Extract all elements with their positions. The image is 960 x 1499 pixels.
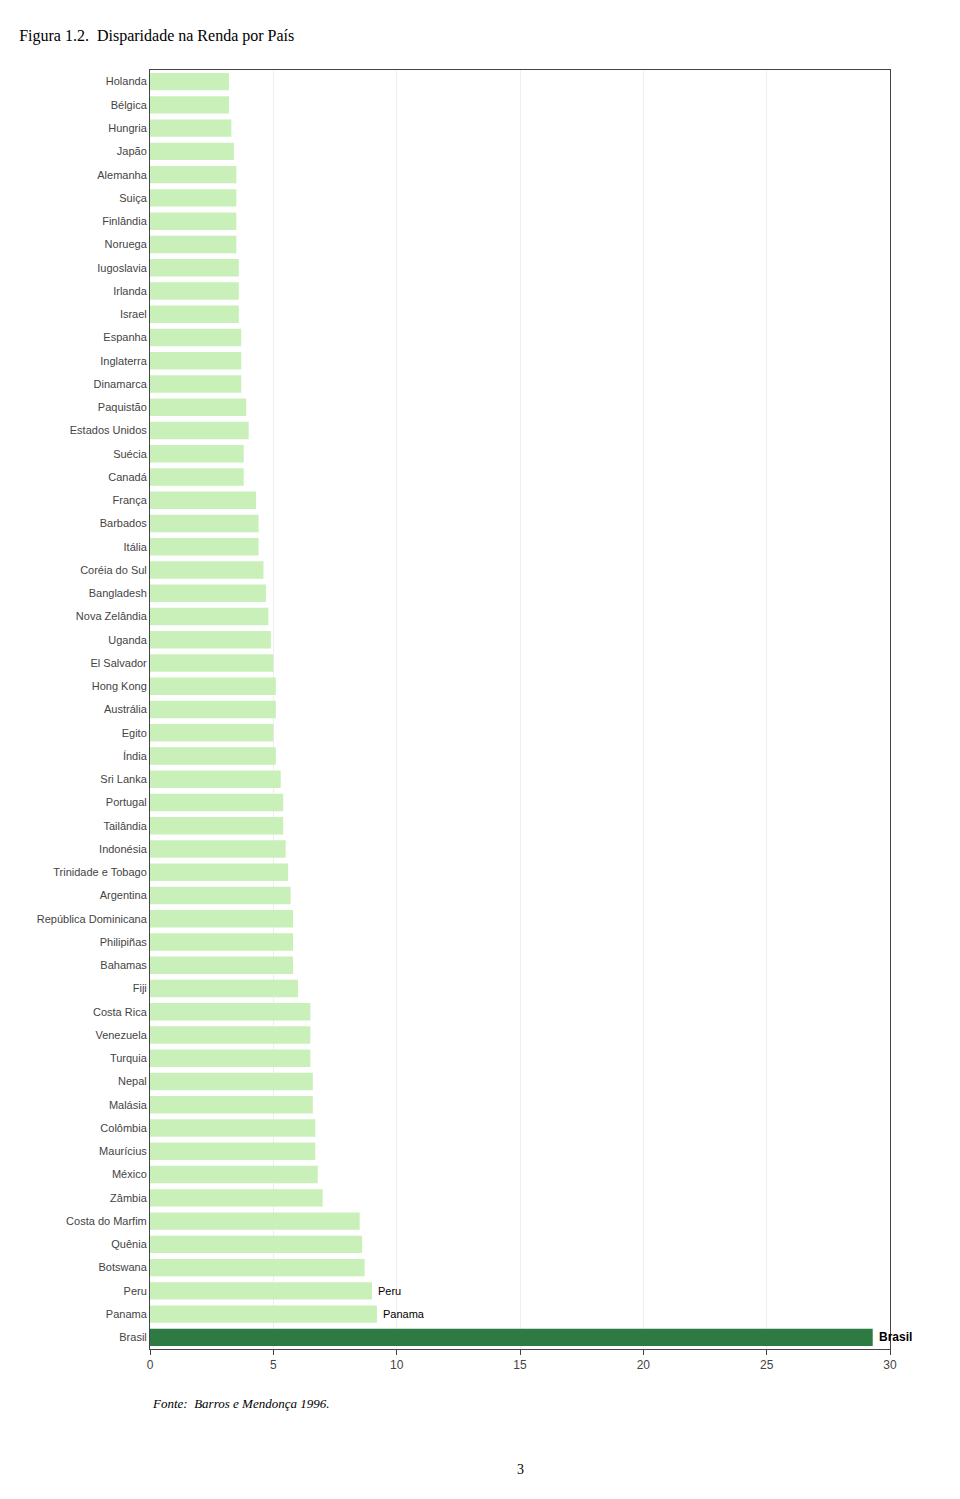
- svg-text:Panama: Panama: [383, 1308, 425, 1320]
- svg-text:Japão: Japão: [117, 145, 147, 157]
- svg-text:25: 25: [760, 1358, 774, 1372]
- svg-text:Brasil: Brasil: [879, 1330, 912, 1344]
- svg-text:Botswana: Botswana: [98, 1261, 147, 1273]
- svg-text:Quênia: Quênia: [111, 1238, 147, 1250]
- svg-text:Nova Zelândia: Nova Zelândia: [76, 610, 148, 622]
- svg-text:Bangladesh: Bangladesh: [89, 587, 147, 599]
- svg-text:Bélgica: Bélgica: [111, 99, 148, 111]
- svg-text:Suiça: Suiça: [119, 192, 147, 204]
- svg-text:Hong Kong: Hong Kong: [92, 680, 147, 692]
- svg-text:5: 5: [270, 1358, 277, 1372]
- svg-text:Costa do Marfim: Costa do Marfim: [66, 1215, 147, 1227]
- svg-text:Colômbia: Colômbia: [100, 1122, 147, 1134]
- svg-text:Nepal: Nepal: [118, 1075, 147, 1087]
- svg-text:0: 0: [147, 1358, 154, 1372]
- svg-text:Argentina: Argentina: [100, 889, 148, 901]
- svg-text:Figura 1.2. Disparidade na Re: Figura 1.2. Disparidade na Renda por Paí…: [19, 27, 294, 45]
- svg-text:20: 20: [637, 1358, 651, 1372]
- svg-text:Noruega: Noruega: [105, 238, 148, 250]
- svg-text:Trinidade e Tobago: Trinidade e Tobago: [53, 866, 147, 878]
- svg-text:Panama: Panama: [106, 1308, 148, 1320]
- svg-text:Fonte: Barros e Mendonça 1996: Fonte: Barros e Mendonça 1996.: [152, 1396, 329, 1411]
- svg-text:Alemanha: Alemanha: [97, 169, 147, 181]
- svg-text:Holanda: Holanda: [106, 75, 148, 87]
- svg-text:Índia: Índia: [123, 750, 148, 762]
- svg-text:Bahamas: Bahamas: [100, 959, 147, 971]
- svg-text:Turquia: Turquia: [110, 1052, 148, 1064]
- svg-text:Paquistão: Paquistão: [98, 401, 147, 413]
- svg-text:Peru: Peru: [378, 1285, 401, 1297]
- svg-text:Hungria: Hungria: [108, 122, 147, 134]
- svg-text:Finlândia: Finlândia: [102, 215, 148, 227]
- svg-text:México: México: [112, 1168, 147, 1180]
- svg-text:Egito: Egito: [122, 727, 147, 739]
- svg-text:Iugoslavia: Iugoslavia: [97, 262, 147, 274]
- svg-text:Austrália: Austrália: [104, 703, 148, 715]
- svg-text:Inglaterra: Inglaterra: [100, 355, 147, 367]
- svg-text:República Dominicana: República Dominicana: [37, 913, 148, 925]
- svg-text:Peru: Peru: [124, 1285, 147, 1297]
- svg-text:Venezuela: Venezuela: [95, 1029, 147, 1041]
- svg-text:Barbados: Barbados: [100, 517, 148, 529]
- svg-text:Suécia: Suécia: [113, 448, 148, 460]
- svg-text:Irlanda: Irlanda: [113, 285, 148, 297]
- svg-text:França: França: [113, 494, 148, 506]
- svg-text:Coréia do Sul: Coréia do Sul: [80, 564, 147, 576]
- svg-text:Brasil: Brasil: [119, 1331, 147, 1343]
- svg-text:Itália: Itália: [124, 541, 148, 553]
- svg-text:Uganda: Uganda: [108, 634, 147, 646]
- svg-text:Estados Unidos: Estados Unidos: [70, 424, 148, 436]
- svg-text:Tailândia: Tailândia: [103, 820, 147, 832]
- svg-text:3: 3: [517, 1462, 524, 1477]
- svg-text:Philipiñas: Philipiñas: [100, 936, 148, 948]
- svg-text:Portugal: Portugal: [106, 796, 147, 808]
- svg-text:15: 15: [513, 1358, 527, 1372]
- svg-text:Indonésia: Indonésia: [99, 843, 148, 855]
- svg-text:30: 30: [883, 1358, 897, 1372]
- svg-text:El Salvador: El Salvador: [91, 657, 148, 669]
- svg-text:Israel: Israel: [120, 308, 147, 320]
- svg-text:Maurícius: Maurícius: [99, 1145, 147, 1157]
- svg-text:Costa Rica: Costa Rica: [93, 1006, 148, 1018]
- svg-text:Malásia: Malásia: [109, 1099, 148, 1111]
- svg-text:Canadá: Canadá: [108, 471, 147, 483]
- svg-text:Sri Lanka: Sri Lanka: [100, 773, 147, 785]
- svg-text:Dinamarca: Dinamarca: [94, 378, 148, 390]
- svg-text:Zâmbia: Zâmbia: [110, 1192, 148, 1204]
- svg-text:Espanha: Espanha: [103, 331, 147, 343]
- svg-text:Fiji: Fiji: [133, 982, 147, 994]
- svg-text:10: 10: [390, 1358, 404, 1372]
